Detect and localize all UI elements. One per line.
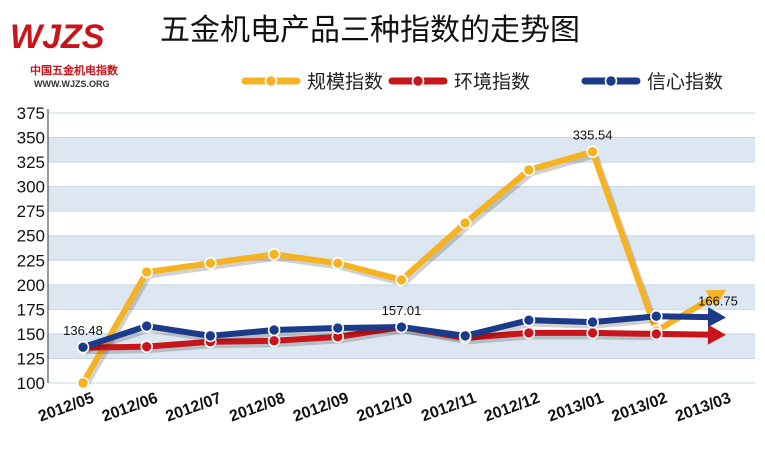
data-point [522,313,536,327]
series-arrow-head [707,324,726,345]
legend-swatch-marker [604,74,618,88]
grid-band [48,186,755,212]
legend-label: 信心指数 [647,71,723,93]
plot-background [47,109,755,384]
series-arrow-head [707,307,726,328]
y-axis: 100 125 150 175 200 225 250 275 300 325 350 375 [17,104,45,393]
legend-item: 环境指数 [388,71,530,93]
data-point [586,326,599,340]
grid-band [48,162,755,187]
legend-item: 规模指数 [241,71,383,93]
y-tick-label: 275 [17,202,45,221]
grid-band [48,358,755,383]
logo-subtitle: 中国五金机电指数 [30,63,119,77]
x-tick-label: 2013/02 [609,390,669,426]
grid-band [48,284,755,310]
data-point [204,256,217,270]
x-tick-label: 2012/08 [227,390,287,426]
x-tick-label: 2012/10 [355,390,415,426]
data-point [140,340,153,353]
y-tick-label: 300 [17,178,45,197]
y-tick-label: 225 [17,251,45,270]
data-point [76,376,90,390]
logo-wordmark: WJZS [10,18,105,56]
y-tick-label: 175 [17,300,45,319]
data-point [395,273,408,287]
grid-band [48,137,755,163]
series-line [80,313,660,351]
x-tick-label: 2012/09 [291,390,351,426]
y-tick-label: 150 [17,325,45,344]
legend-item: 信心指数 [581,71,723,93]
x-tick-label: 2012/05 [36,390,96,426]
data-point [649,327,663,341]
data-point [586,315,599,329]
data-point [586,145,599,159]
chart-title: 五金机电产品三种指数的走势图 [160,13,580,48]
data-label: 136.48 [63,323,103,338]
data-label: 166.75 [698,293,738,308]
logo: WJZS 中国五金机电指数 WWW.WJZS.ORG [10,18,119,89]
data-labels: 335.54 136.48 157.01 166.75 [63,128,738,338]
data-label: 157.01 [382,303,422,318]
series-arrow-head [705,289,726,308]
x-tick-label: 2013/03 [673,390,733,426]
y-tick-label: 250 [17,227,45,246]
data-point [458,329,472,343]
x-tick-label: 2012/07 [164,390,224,426]
grid-band [48,211,755,236]
data-point [395,320,408,334]
data-point [267,323,281,337]
data-point [140,265,153,279]
data-point [522,326,536,340]
y-tick-label: 350 [17,129,45,148]
y-tick-label: 125 [17,349,45,368]
x-tick-label: 2012/12 [482,390,542,426]
series-line [80,324,660,351]
legend: 规模指数 环境指数 信心指数 [241,71,723,93]
y-tick-label: 100 [17,374,45,393]
series-3 [76,307,726,354]
data-point [458,216,472,230]
legend-label: 规模指数 [307,71,383,93]
grid-band [48,113,755,138]
x-tick-label: 2012/11 [419,390,478,425]
data-point [522,163,536,177]
grid-band [48,235,755,261]
y-tick-label: 200 [17,276,45,295]
series-layer [76,145,726,390]
data-point [331,321,345,335]
data-point [140,319,153,333]
logo-url: WWW.WJZS.ORG [34,79,110,89]
series-arrow-shaft [653,313,712,321]
data-label: 335.54 [573,128,613,143]
data-point [649,309,663,323]
x-tick-label: 2012/06 [100,390,160,426]
y-tick-label: 325 [17,153,45,172]
legend-swatch-marker [264,74,278,88]
legend-swatch-marker [411,74,425,88]
x-axis: 2012/05 2012/06 2012/07 2012/08 2012/09 2012/… [36,390,733,426]
data-point [267,248,281,261]
data-point [331,256,345,270]
series-arrow-shaft [653,330,712,338]
data-point [204,329,217,343]
data-point [76,340,90,354]
y-tick-label: 375 [17,104,45,123]
series-line [80,148,660,386]
legend-label: 环境指数 [454,71,530,93]
x-tick-label: 2013/01 [546,390,606,426]
